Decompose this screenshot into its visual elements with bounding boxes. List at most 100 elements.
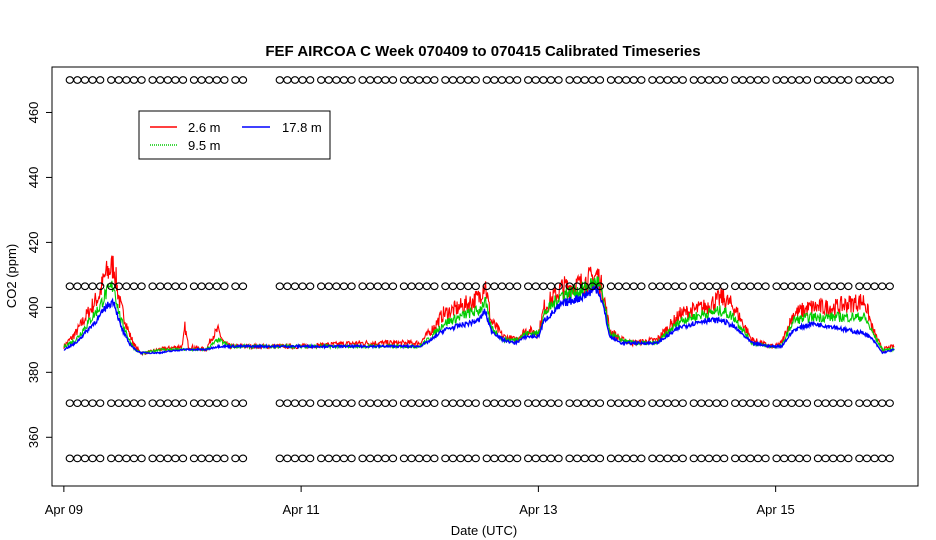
circle-marker-3-19 [430,282,439,291]
circle-marker-5-63 [795,399,804,408]
circle-marker-7-33 [546,454,556,463]
circle-marker-4-13 [171,399,180,408]
circle-marker-1-36 [573,76,582,84]
circle-marker-6-18 [212,454,221,463]
y-tick-label-5: 460 [26,102,41,124]
circle-marker-6-16 [197,454,206,463]
circle-marker-5-31 [531,399,540,408]
circle-marker-3-13 [381,282,390,291]
circle-marker-7-54 [720,454,729,463]
circle-marker-1-44 [637,76,646,84]
circle-marker-3-60 [772,282,781,291]
circle-marker-5-20 [441,399,450,408]
circle-marker-7-63 [795,454,804,463]
circle-marker-3-17 [415,282,424,291]
circle-marker-1-32 [539,76,548,84]
circle-marker-5-23 [464,399,473,408]
circle-marker-3-57 [746,282,755,291]
circle-marker-7-17 [415,454,424,463]
circle-marker-3-10 [358,282,367,291]
circle-marker-0-18 [212,76,221,84]
circle-marker-4-17 [205,399,214,408]
circle-marker-7-15 [399,454,409,463]
circle-marker-2-0 [65,282,74,291]
circle-marker-3-69 [844,282,853,291]
circle-marker-1-41 [614,76,623,84]
circle-marker-4-8 [129,399,139,408]
circle-marker-5-44 [637,399,646,408]
circle-marker-1-18 [422,76,431,84]
circle-marker-7-70 [855,454,864,463]
circle-marker-3-46 [655,282,665,291]
circle-marker-5-46 [655,399,665,408]
circle-marker-2-1 [73,282,82,291]
circle-marker-4-5 [107,399,116,408]
circle-marker-5-18 [422,399,431,408]
circle-marker-0-20 [231,76,240,84]
circle-marker-3-58 [753,282,763,291]
circle-marker-3-32 [539,282,548,291]
circle-marker-5-69 [844,399,853,408]
circle-marker-5-59 [761,399,770,408]
circle-marker-3-30 [524,282,533,291]
x-axis: Apr 09 Apr 11 Apr 13 Apr 15 [45,486,795,517]
circle-marker-2-18 [212,282,221,291]
circle-marker-7-22 [456,454,465,463]
circle-marker-6-11 [156,454,165,463]
y-tick-label-3: 420 [26,232,41,254]
circle-marker-3-28 [505,282,514,291]
circle-marker-6-15 [189,454,199,463]
circle-marker-3-14 [388,282,398,291]
circle-marker-7-6 [324,454,333,463]
circle-marker-5-2 [290,399,300,408]
circle-marker-1-74 [885,76,894,84]
circle-marker-7-53 [712,454,721,463]
circle-marker-5-56 [738,399,747,408]
circle-marker-7-5 [317,454,326,463]
circle-marker-2-19 [220,282,229,291]
circle-marker-1-62 [787,76,796,84]
circle-marker-1-63 [795,76,804,84]
circle-marker-5-10 [358,399,367,408]
circle-marker-7-39 [595,454,605,463]
circle-marker-3-55 [731,282,740,291]
circle-marker-3-7 [332,282,341,291]
circle-marker-7-72 [870,454,879,463]
circle-marker-5-19 [430,399,439,408]
circle-marker-1-17 [415,76,424,84]
circle-marker-7-66 [821,454,830,463]
circle-marker-3-61 [780,282,789,291]
circle-marker-2-8 [129,282,139,291]
circle-marker-5-24 [471,399,480,408]
circle-marker-5-52 [704,399,714,408]
circle-marker-3-1 [283,282,292,291]
circle-marker-7-10 [358,454,367,463]
circle-marker-3-15 [399,282,409,291]
circle-marker-2-21 [238,282,248,291]
circle-marker-1-73 [878,76,887,84]
circle-marker-7-51 [697,454,706,463]
circle-marker-1-4 [306,76,315,84]
circle-marker-5-6 [324,399,333,408]
circle-marker-3-74 [885,282,894,291]
circle-marker-3-72 [870,282,879,291]
circle-marker-3-22 [456,282,465,291]
circle-marker-1-2 [290,76,300,84]
circle-marker-3-31 [531,282,540,291]
circle-marker-6-10 [148,454,157,463]
circle-marker-5-49 [678,399,687,408]
circle-marker-0-14 [178,76,188,84]
circle-marker-6-17 [205,454,214,463]
circle-marker-1-52 [704,76,714,84]
circle-marker-7-62 [787,454,796,463]
circle-marker-1-51 [697,76,706,84]
circle-marker-3-3 [298,282,307,291]
circle-marker-5-65 [813,399,823,408]
circle-marker-3-12 [373,282,382,291]
circle-marker-7-61 [780,454,789,463]
circle-marker-5-29 [513,399,522,408]
circle-marker-5-36 [573,399,582,408]
circle-marker-7-32 [539,454,548,463]
circle-marker-1-27 [497,76,507,84]
